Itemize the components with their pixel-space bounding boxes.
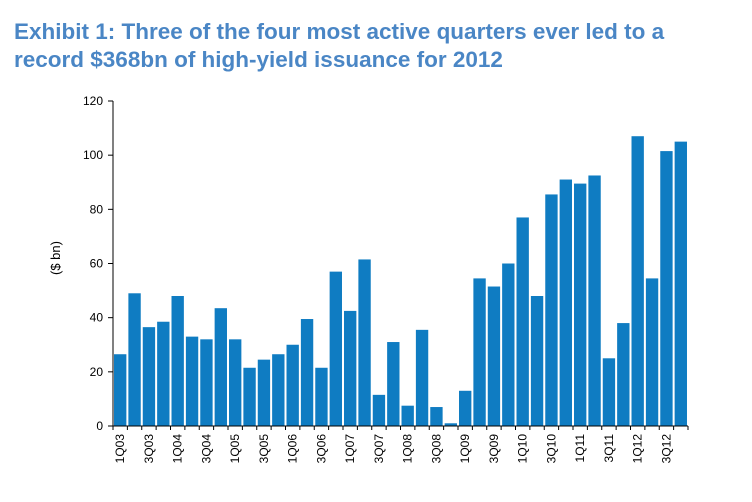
x-tick-label-1Q06: 1Q06: [286, 434, 300, 464]
y-tick-label: 80: [90, 202, 104, 216]
x-tick-label-1Q08: 1Q08: [401, 434, 415, 464]
bar-3Q10: [545, 194, 558, 426]
bar-4Q08: [444, 423, 457, 426]
bar-1Q03: [114, 354, 127, 426]
y-tick-label: 20: [90, 365, 104, 379]
x-tick-label-1Q07: 1Q07: [343, 434, 357, 464]
bar-3Q12: [660, 151, 673, 426]
y-ticks-group: 0 20 40 60 80 100 120: [83, 94, 113, 433]
bar-4Q07: [387, 342, 400, 426]
bars-group: [114, 136, 687, 427]
x-tick-label-1Q04: 1Q04: [171, 434, 185, 464]
x-tick-label-3Q12: 3Q12: [659, 434, 673, 464]
bar-4Q05: [272, 354, 285, 426]
bar-4Q09: [502, 263, 515, 426]
bar-1Q08: [401, 405, 414, 426]
bar-3Q07: [372, 394, 386, 426]
x-tick-label-3Q06: 3Q06: [314, 434, 328, 464]
bar-2Q07: [358, 259, 371, 426]
bar-2Q04: [185, 336, 199, 427]
x-tick-label-3Q11: 3Q11: [602, 434, 616, 463]
y-tick-label: 40: [90, 311, 104, 325]
x-tick-label-1Q05: 1Q05: [228, 434, 242, 464]
chart-title-line-2: record $368bn of high-yield issuance for…: [14, 47, 503, 72]
bar-1Q09: [459, 390, 472, 426]
x-tick-label-1Q10: 1Q10: [516, 434, 530, 464]
axes-group: [112, 101, 688, 427]
bar-2Q05: [243, 367, 256, 426]
bar-3Q03: [142, 327, 156, 426]
bar-4Q10: [559, 179, 572, 426]
chart-title-line-1: Exhibit 1: Three of the four most active…: [14, 19, 665, 44]
bar-2Q11: [588, 175, 601, 426]
x-ticks-group: 1Q03 3Q03 1Q04 3Q04 1Q05 3Q05 1Q06 3Q06 1Q07 3Q07…: [112, 426, 689, 464]
bar-1Q06: [286, 344, 299, 426]
y-tick-label: 100: [83, 148, 103, 162]
x-tick-label-1Q12: 1Q12: [631, 434, 645, 464]
bar-2Q08: [415, 329, 429, 426]
bar-3Q05: [257, 359, 271, 426]
bar-3Q04: [200, 339, 213, 426]
bar-1Q12: [631, 136, 644, 426]
x-tick-label-3Q04: 3Q04: [199, 434, 213, 464]
bar-4Q12: [674, 141, 687, 427]
bar-2Q12: [645, 278, 659, 426]
bar-2Q06: [300, 319, 314, 426]
x-tick-label-1Q03: 1Q03: [113, 434, 127, 464]
x-tick-label-1Q11: 1Q11: [573, 434, 587, 463]
x-tick-label-3Q05: 3Q05: [257, 434, 271, 464]
x-tick-label-3Q07: 3Q07: [372, 434, 386, 464]
y-tick-label: 60: [90, 257, 104, 271]
bar-3Q11: [602, 358, 616, 426]
bar-4Q06: [329, 271, 342, 427]
bar-3Q09: [487, 286, 501, 426]
x-tick-label-3Q10: 3Q10: [544, 434, 558, 464]
bar-2Q10: [530, 296, 544, 426]
y-axis-label: ($ bn): [48, 241, 63, 275]
x-tick-label-3Q03: 3Q03: [142, 434, 156, 464]
bar-1Q05: [229, 339, 242, 426]
bar-3Q06: [315, 367, 328, 426]
bar-3Q08: [430, 407, 443, 426]
bar-2Q03: [128, 293, 141, 426]
bar-4Q03: [157, 321, 170, 426]
chart-title: Exhibit 1: Three of the four most active…: [14, 18, 744, 74]
y-tick-label: 120: [83, 94, 103, 108]
bar-1Q10: [516, 217, 529, 426]
x-tick-label-3Q08: 3Q08: [429, 434, 443, 464]
x-tick-label-1Q09: 1Q09: [458, 434, 472, 464]
bar-4Q11: [617, 323, 630, 426]
bar-2Q09: [473, 278, 486, 426]
bar-1Q11: [574, 183, 587, 426]
bar-4Q04: [214, 308, 227, 426]
bar-1Q04: [171, 296, 184, 426]
y-tick-label: 0: [96, 419, 103, 433]
bar-1Q07: [344, 310, 357, 426]
x-tick-label-3Q09: 3Q09: [487, 434, 501, 464]
